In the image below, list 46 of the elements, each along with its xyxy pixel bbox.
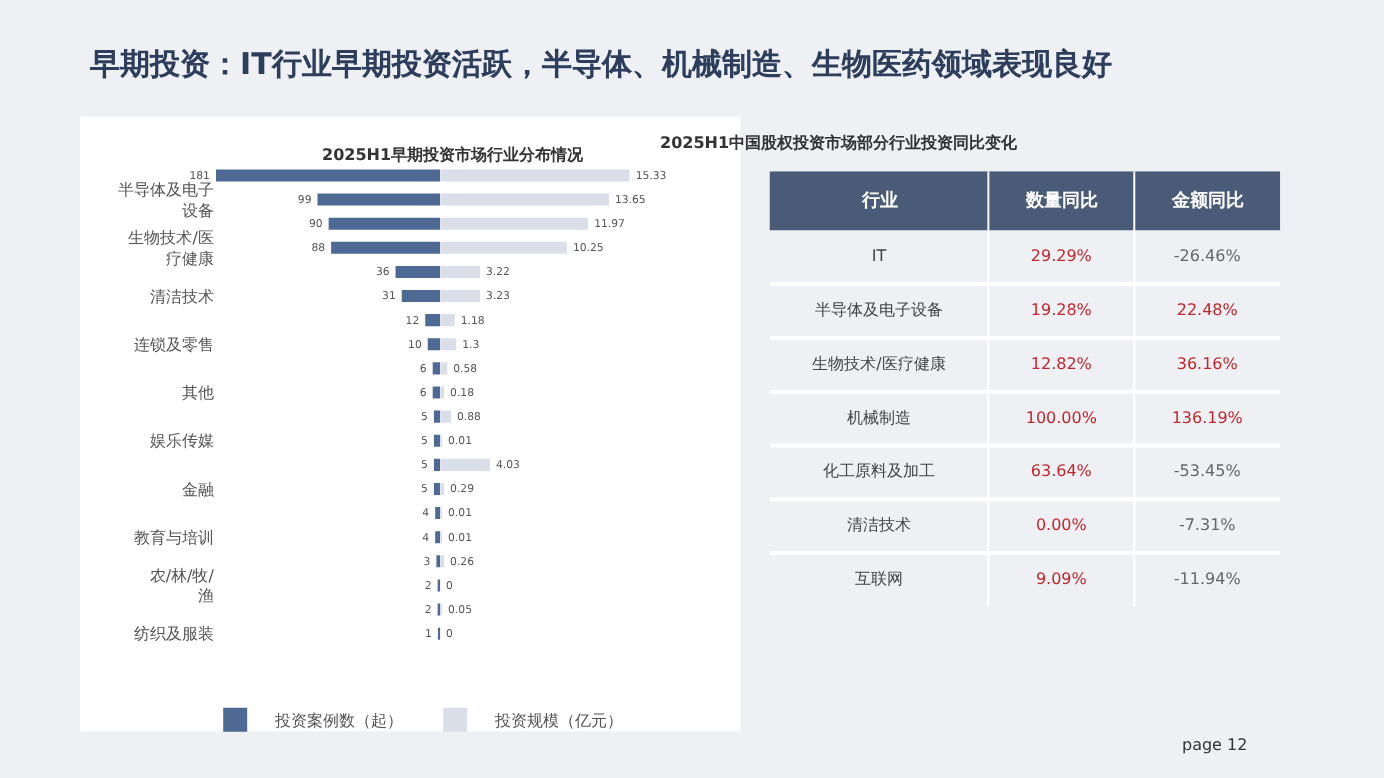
bar xyxy=(433,434,441,447)
legend-label: 投资规模（亿元） xyxy=(493,711,624,730)
text: 金额同比 xyxy=(1170,190,1244,212)
bar xyxy=(432,386,441,399)
data-label: -26.46% xyxy=(1173,247,1242,266)
category-label: 生物技术/医疗健康 xyxy=(812,354,946,373)
text: 数量同比 xyxy=(1024,190,1098,212)
data-label: 0.00% xyxy=(1035,516,1088,535)
y-tick-label: 生物技术/医疗健康 xyxy=(128,229,214,268)
category-label: 清洁技术 xyxy=(846,516,911,535)
text: page 12 xyxy=(1182,736,1248,754)
y-tick-label: 清洁技术 xyxy=(149,287,214,306)
y-tick-label: 其他 xyxy=(181,384,214,403)
bar xyxy=(435,507,441,520)
y-tick-label: 教育与培训 xyxy=(133,528,214,547)
data-label: -7.31% xyxy=(1178,516,1237,535)
data-label: 19.28% xyxy=(1030,301,1093,319)
data-label: -11.94% xyxy=(1173,569,1242,588)
y-tick-label: 半导体及电子设备 xyxy=(117,180,214,220)
data-label: 63.64% xyxy=(1030,462,1093,481)
text: 早期投资：IT行业早期投资活跃，半导体、机械制造、生物医药领域表现良好 xyxy=(88,46,1112,82)
category-label: 化工原料及加工 xyxy=(822,462,935,481)
y-tick-label: 纺织及服装 xyxy=(133,625,214,644)
y-tick-label: 金融 xyxy=(181,480,214,499)
bar xyxy=(435,531,441,544)
data-label: 136.19% xyxy=(1171,408,1244,427)
data-label: 12.82% xyxy=(1030,354,1093,373)
data-label: -53.45% xyxy=(1173,462,1242,481)
y-tick-label: 农/林/牧/渔 xyxy=(149,566,215,606)
text: 2025H1中国股权投资市场部分行业投资同比变化 xyxy=(660,132,1020,152)
category-label: 互联网 xyxy=(854,569,903,588)
data-label: 9.09% xyxy=(1035,569,1088,588)
bar xyxy=(433,458,441,471)
category-label: 半导体及电子设备 xyxy=(814,301,943,319)
bar xyxy=(433,482,441,495)
legend-label: 投资案例数（起） xyxy=(273,711,404,730)
y-tick-label: 连锁及零售 xyxy=(133,335,214,354)
data-label: 100.00% xyxy=(1025,408,1098,427)
data-label: 36.16% xyxy=(1176,354,1239,373)
text: 行业 xyxy=(860,190,898,212)
chart-title: 2025H1早期投资市场行业分布情况 xyxy=(322,144,586,164)
category-label: IT xyxy=(871,247,887,266)
y-tick-label: 娱乐传媒 xyxy=(149,432,214,451)
data-label: 22.48% xyxy=(1176,301,1239,319)
category-label: 机械制造 xyxy=(846,408,911,427)
data-label: 29.29% xyxy=(1030,247,1093,266)
